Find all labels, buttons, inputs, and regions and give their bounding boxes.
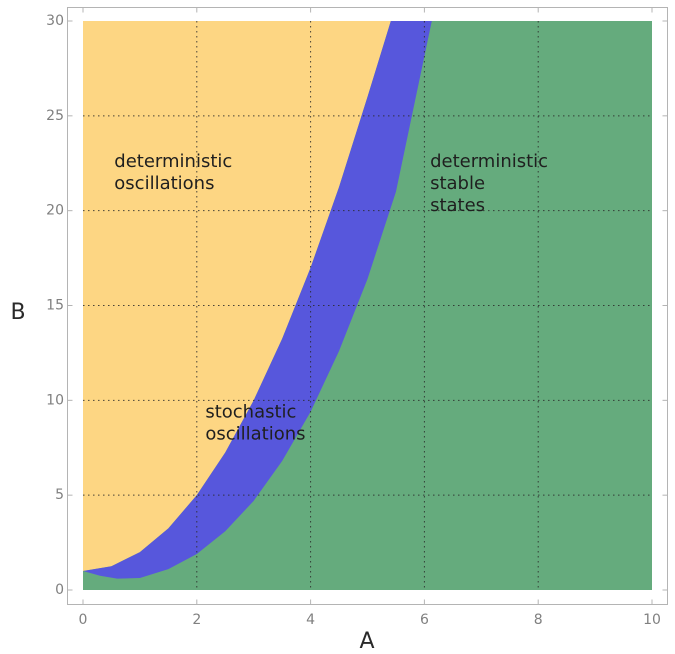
region-annotation: deterministic stable states	[430, 151, 548, 216]
y-axis-label: B	[10, 300, 25, 325]
y-tick-label: 0	[55, 582, 64, 598]
stochastic-oscillations-region	[83, 21, 432, 579]
x-tick-label: 4	[306, 612, 315, 628]
x-tick-label: 0	[79, 612, 88, 628]
x-axis-label: A	[359, 629, 374, 654]
y-tick-label: 5	[55, 487, 64, 503]
y-tick-label: 15	[46, 298, 64, 314]
y-tick-label: 30	[46, 13, 64, 29]
x-tick-label: 8	[534, 612, 543, 628]
y-tick-label: 10	[46, 392, 64, 408]
region-annotation: stochastic oscillations	[205, 401, 305, 444]
x-tick-label: 2	[192, 612, 201, 628]
x-tick-label: 10	[643, 612, 661, 628]
x-tick-label: 6	[420, 612, 429, 628]
deterministic-oscillations-region	[83, 21, 391, 572]
region-annotation: deterministic oscillations	[114, 151, 232, 194]
y-tick-label: 20	[46, 203, 64, 219]
y-tick-label: 25	[46, 108, 64, 124]
